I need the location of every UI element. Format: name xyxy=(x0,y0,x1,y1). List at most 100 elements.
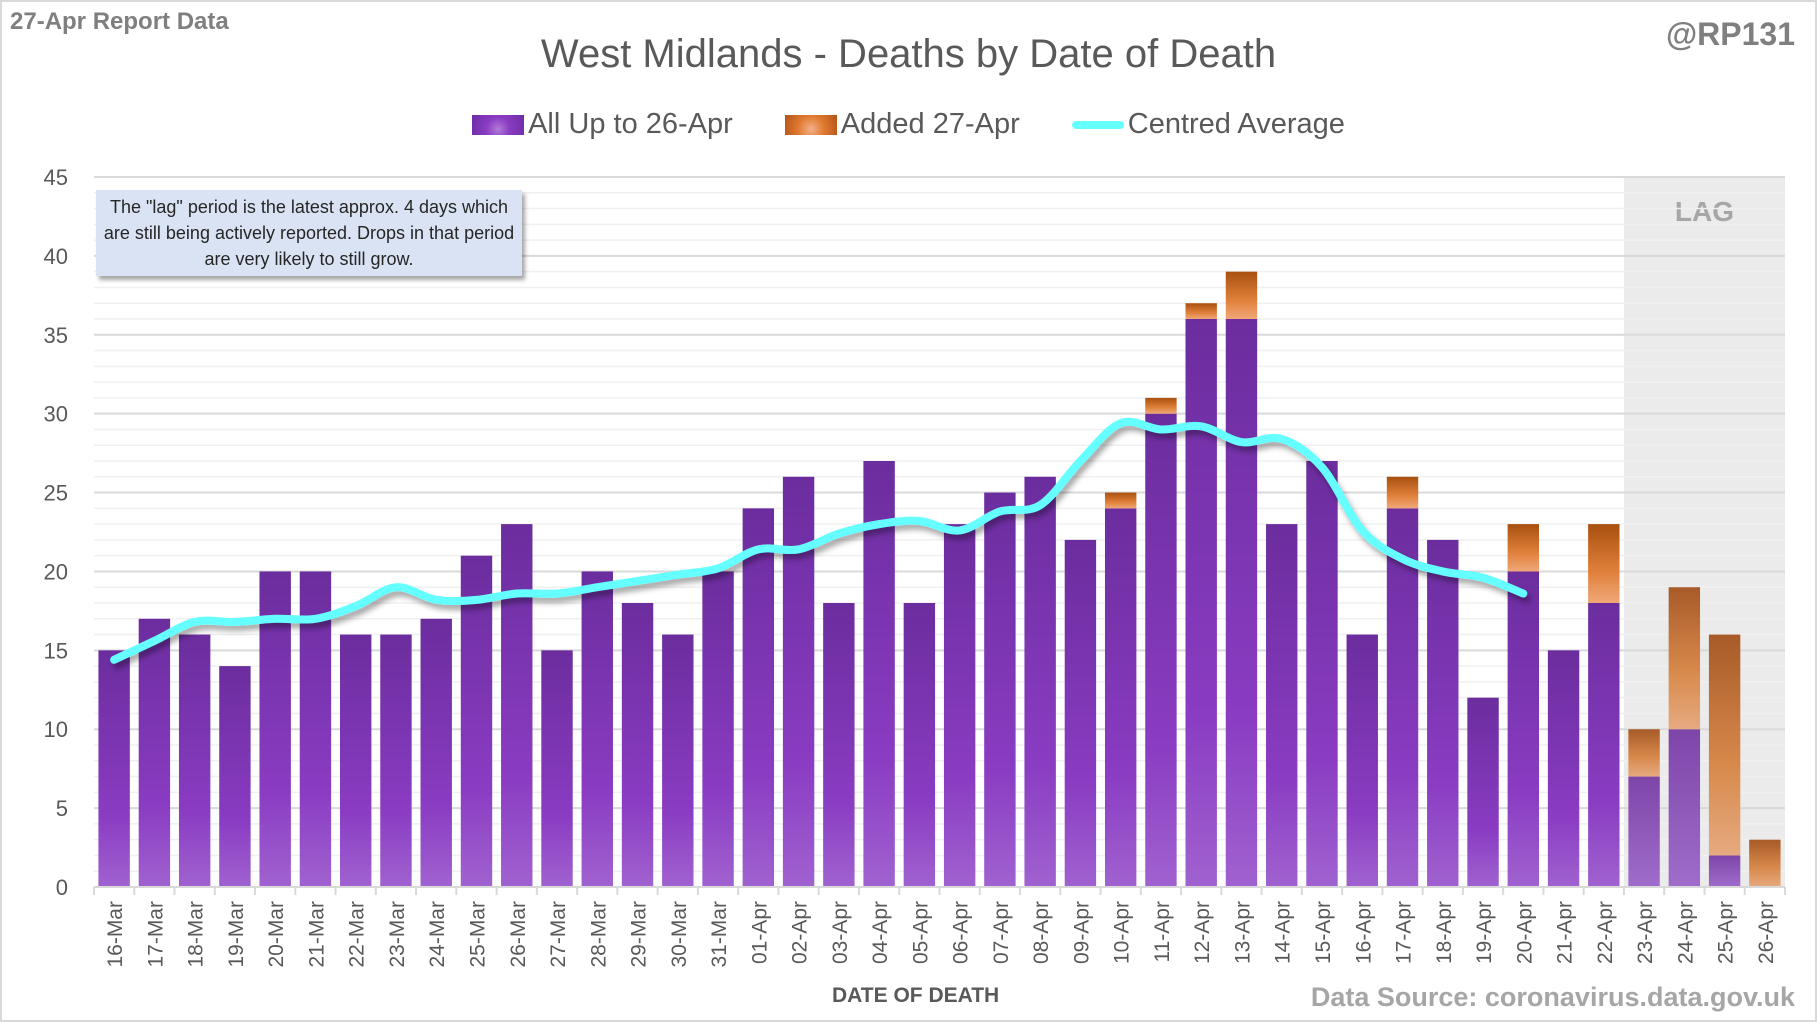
x-tick-label: 22-Mar xyxy=(346,901,369,968)
bar-existing xyxy=(460,555,493,887)
bar-layer xyxy=(98,271,1781,887)
legend-swatch-added xyxy=(784,114,837,135)
bar-existing xyxy=(1668,729,1701,887)
chart-title: West Midlands - Deaths by Date of Death xyxy=(540,32,1277,76)
x-tick-label: 19-Apr xyxy=(1473,901,1496,964)
bar-existing xyxy=(823,603,855,887)
y-tick-label: 5 xyxy=(56,796,68,821)
x-tick-label: 23-Mar xyxy=(386,901,409,968)
bar-existing xyxy=(1588,603,1620,887)
bar-existing xyxy=(742,508,775,887)
bar-existing xyxy=(1547,650,1580,887)
grid-layer xyxy=(94,176,1785,888)
bar-existing xyxy=(1346,634,1378,887)
x-tick-label: 18-Apr xyxy=(1433,901,1456,964)
x-tick-label: 01-Apr xyxy=(748,901,771,964)
report-date-tag: 27-Apr Report Data xyxy=(10,8,229,35)
x-tick-label: 02-Apr xyxy=(789,901,812,964)
x-tick-label: 23-Apr xyxy=(1634,901,1657,964)
bar-existing xyxy=(1708,855,1741,887)
y-tick-label: 15 xyxy=(44,638,68,663)
x-axis-title: DATE OF DEATH xyxy=(832,984,1000,1007)
legend-label-existing: All Up to 26-Apr xyxy=(528,108,733,140)
bar-added xyxy=(1668,587,1701,730)
y-tick-label: 20 xyxy=(44,559,68,584)
lag-label: LAG xyxy=(1675,196,1734,227)
x-tick-label: 28-Mar xyxy=(587,901,610,968)
x-tick-label: 06-Apr xyxy=(950,901,973,964)
bar-existing xyxy=(178,634,211,887)
y-tick-label: 25 xyxy=(44,481,68,506)
x-tick-label: 16-Apr xyxy=(1352,901,1375,964)
bar-added xyxy=(1708,634,1741,856)
bar-added xyxy=(1507,524,1539,572)
x-tick-label: 21-Apr xyxy=(1554,901,1577,964)
x-tick-label: 26-Apr xyxy=(1755,901,1778,964)
bar-existing xyxy=(1145,413,1177,887)
bar-existing xyxy=(702,571,734,887)
bar-existing xyxy=(1064,539,1097,887)
x-tick-label: 11-Apr xyxy=(1151,901,1174,962)
bar-existing xyxy=(903,603,936,887)
x-tick-label: 31-Mar xyxy=(708,901,731,968)
legend-swatch-existing xyxy=(472,114,525,135)
y-tick-label: 30 xyxy=(44,402,68,427)
x-tick-label: 12-Apr xyxy=(1191,901,1214,964)
bar-existing xyxy=(581,571,613,887)
x-tick-label: 09-Apr xyxy=(1070,901,1093,964)
author-handle: @RP131 xyxy=(1665,16,1795,52)
bar-existing xyxy=(621,603,654,887)
x-tick-label: 08-Apr xyxy=(1030,901,1053,964)
x-tick-label: 20-Mar xyxy=(265,901,288,968)
bar-existing xyxy=(662,634,694,887)
bar-existing xyxy=(782,476,815,887)
x-tick-label: 25-Apr xyxy=(1715,901,1738,964)
x-tick-label: 03-Apr xyxy=(829,901,852,964)
bar-existing xyxy=(299,571,332,887)
x-tick-label: 19-Mar xyxy=(225,901,248,968)
data-source: Data Source: coronavirus.data.gov.uk xyxy=(1310,982,1795,1012)
legend-item-existing: All Up to 26-Apr xyxy=(472,108,733,141)
bar-existing xyxy=(259,571,291,887)
bar-added xyxy=(1386,476,1419,509)
legend: All Up to 26-Apr Added 27-Apr Centred Av… xyxy=(0,108,1817,141)
x-tick-label: 10-Apr xyxy=(1111,901,1134,964)
bar-existing xyxy=(863,461,895,887)
x-tick-label: 22-Apr xyxy=(1594,901,1617,964)
x-tick-label: 17-Mar xyxy=(144,901,167,968)
lag-explanation-note: The "lag" period is the latest approx. 4… xyxy=(96,190,522,276)
bar-existing xyxy=(1266,524,1298,887)
y-tick-label: 40 xyxy=(44,244,68,269)
bar-existing xyxy=(1225,319,1258,887)
centred-average-line xyxy=(110,417,1528,664)
bar-added xyxy=(1145,397,1177,414)
bar-existing xyxy=(1306,461,1338,887)
bar-existing xyxy=(1104,508,1137,887)
bar-existing xyxy=(340,634,372,887)
x-tick-label: 21-Mar xyxy=(305,901,328,968)
y-tick-label: 0 xyxy=(56,875,68,900)
bar-existing xyxy=(219,666,251,887)
axis-layer: 0 5 10 15 20 25 30 35 40 45 16-Mar 17-Mar 18-Mar 19-M… xyxy=(44,165,1786,968)
x-tick-label: 17-Apr xyxy=(1393,901,1416,964)
legend-item-average: Centred Average xyxy=(1071,108,1345,141)
bar-existing xyxy=(1467,697,1499,887)
x-tick-label: 05-Apr xyxy=(909,901,932,964)
x-tick-label: 13-Apr xyxy=(1231,901,1254,964)
bar-added xyxy=(1628,729,1660,777)
legend-label-average: Centred Average xyxy=(1127,108,1345,140)
y-tick-label: 10 xyxy=(44,717,68,742)
line-layer xyxy=(110,417,1528,664)
x-tick-label: 15-Apr xyxy=(1312,901,1335,964)
x-tick-label: 30-Mar xyxy=(668,901,691,968)
x-tick-label: 20-Apr xyxy=(1513,901,1536,964)
bar-existing xyxy=(138,618,171,887)
x-tick-label: 25-Mar xyxy=(466,901,489,968)
x-tick-label: 27-Mar xyxy=(547,901,570,968)
x-tick-label: 24-Mar xyxy=(426,901,449,968)
bar-existing xyxy=(943,524,976,887)
bar-existing xyxy=(1185,319,1217,887)
bar-existing xyxy=(984,492,1016,887)
bar-added xyxy=(1185,303,1217,319)
